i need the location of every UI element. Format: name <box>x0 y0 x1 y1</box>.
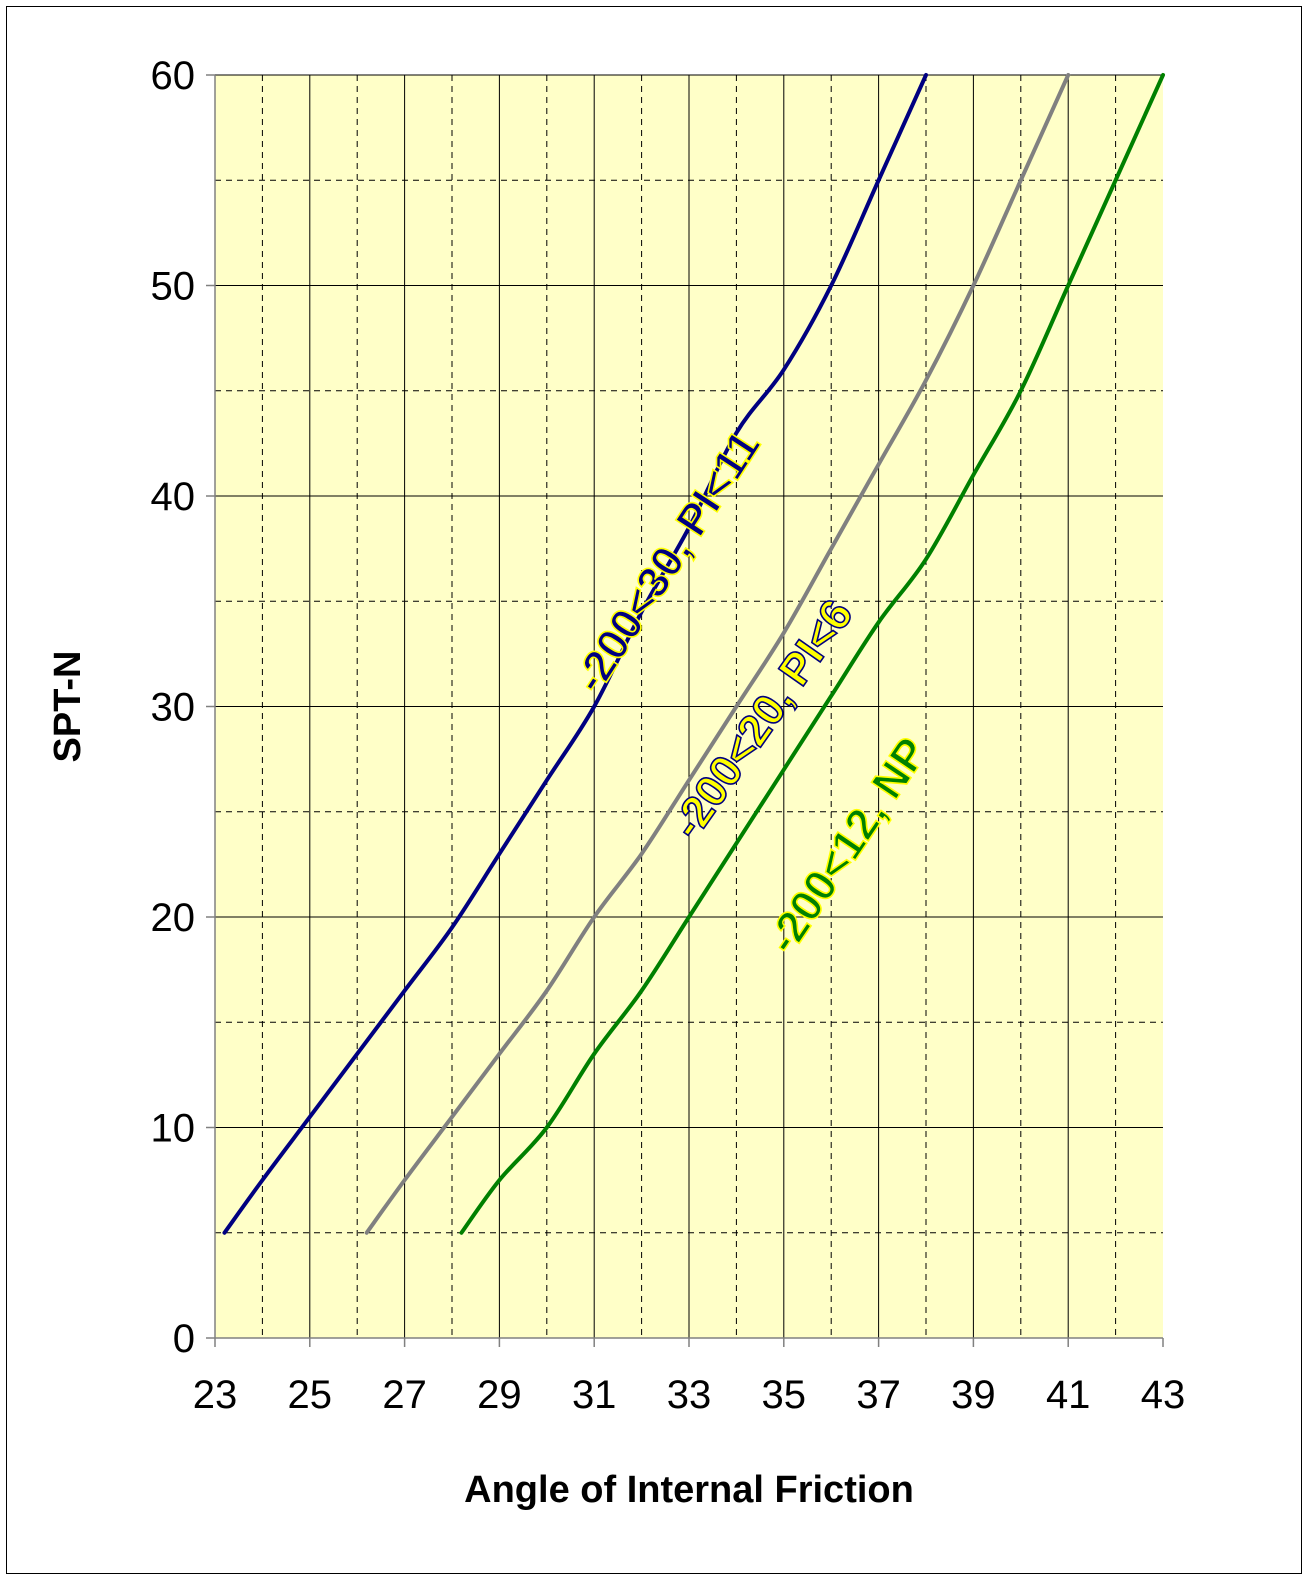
x-tick-label: 29 <box>477 1373 522 1417</box>
y-tick-label: 40 <box>151 475 196 519</box>
y-tick-label: 60 <box>151 54 196 98</box>
y-tick-label: 10 <box>151 1107 196 1151</box>
x-tick-label: 43 <box>1141 1373 1186 1417</box>
series-line-2 <box>364 73 1071 1235</box>
y-tick-labels: 0 10 20 30 40 50 60 <box>151 54 196 1361</box>
y-tick-label: 50 <box>151 265 196 309</box>
x-tick-label: 41 <box>1046 1373 1091 1417</box>
x-tick-label: 35 <box>762 1373 807 1417</box>
x-tick-label: 27 <box>382 1373 427 1417</box>
y-tick-label: 0 <box>173 1317 195 1361</box>
x-tick-label: 23 <box>193 1373 238 1417</box>
y-tick-label: 20 <box>151 896 196 940</box>
x-tick-label: 25 <box>288 1373 333 1417</box>
y-tick-label: 30 <box>151 686 196 730</box>
y-axis-title: SPT-N <box>47 651 89 763</box>
x-tick-labels: 23 25 27 29 31 33 35 37 39 41 43 <box>193 1373 1186 1417</box>
x-tick-label: 33 <box>667 1373 712 1417</box>
x-tick-label: 37 <box>856 1373 901 1417</box>
x-tick-label: 39 <box>951 1373 996 1417</box>
series-line-1 <box>222 73 928 1235</box>
axes <box>206 74 1164 1347</box>
series-line-3 <box>459 73 1165 1235</box>
x-axis-title: Angle of Internal Friction <box>464 1469 914 1511</box>
x-tick-label: 31 <box>572 1373 617 1417</box>
series-lines <box>222 73 1165 1235</box>
